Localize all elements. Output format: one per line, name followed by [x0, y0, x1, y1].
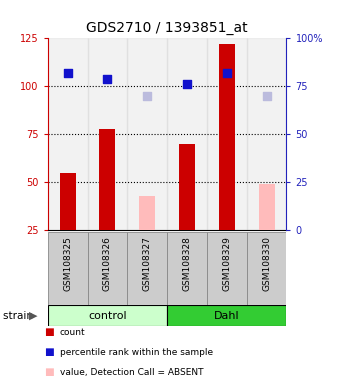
Text: GSM108329: GSM108329	[222, 236, 231, 291]
Bar	[247, 232, 286, 305]
Text: percentile rank within the sample: percentile rank within the sample	[60, 348, 213, 357]
Point	[145, 93, 150, 99]
Bar	[139, 196, 155, 230]
Text: GSM108327: GSM108327	[143, 236, 152, 291]
Bar	[88, 232, 127, 305]
Bar	[207, 38, 247, 230]
Text: ■: ■	[44, 347, 54, 357]
Bar	[127, 232, 167, 305]
Text: control: control	[88, 311, 127, 321]
Point	[65, 70, 70, 76]
Bar	[258, 184, 275, 230]
Bar	[219, 44, 235, 230]
Bar	[167, 305, 286, 326]
Bar	[100, 129, 115, 230]
Bar	[247, 38, 286, 230]
Text: ▶: ▶	[29, 311, 38, 321]
Bar	[48, 305, 167, 326]
Text: ■: ■	[44, 327, 54, 337]
Text: GSM108330: GSM108330	[262, 236, 271, 291]
Bar	[167, 38, 207, 230]
Bar	[207, 232, 247, 305]
Bar	[48, 232, 88, 305]
Text: GSM108326: GSM108326	[103, 236, 112, 291]
Bar	[60, 173, 76, 230]
Bar	[167, 232, 207, 305]
Bar	[179, 144, 195, 230]
Text: Dahl: Dahl	[214, 311, 240, 321]
Text: ■: ■	[44, 367, 54, 377]
Text: count: count	[60, 328, 85, 337]
Text: value, Detection Call = ABSENT: value, Detection Call = ABSENT	[60, 367, 203, 377]
Bar	[127, 38, 167, 230]
Bar	[88, 38, 127, 230]
Text: GSM108328: GSM108328	[182, 236, 192, 291]
Title: GDS2710 / 1393851_at: GDS2710 / 1393851_at	[86, 21, 248, 35]
Point	[264, 93, 269, 99]
Text: strain: strain	[3, 311, 37, 321]
Point	[184, 81, 190, 88]
Bar	[48, 38, 88, 230]
Point	[224, 70, 229, 76]
Point	[105, 76, 110, 82]
Text: GSM108325: GSM108325	[63, 236, 72, 291]
